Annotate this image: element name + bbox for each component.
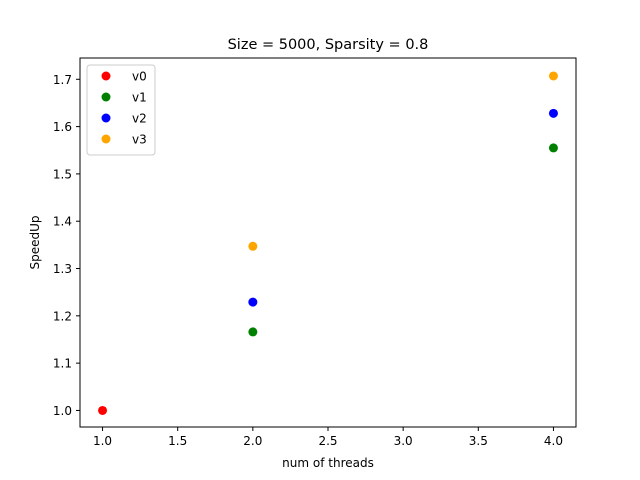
x-tick-label: 1.0: [93, 434, 112, 448]
legend-label-v1: v1: [132, 91, 147, 105]
point-v3: [248, 241, 258, 251]
points-layer: [98, 71, 558, 415]
legend-label-v2: v2: [132, 112, 147, 126]
legend-box: [86, 64, 156, 156]
point-v1: [248, 327, 258, 337]
y-tick-label: 1.1: [53, 357, 72, 371]
legend-label-v0: v0: [132, 70, 147, 84]
chart-title: Size = 5000, Sparsity = 0.8: [228, 37, 429, 53]
legend-marker-v3: [101, 134, 111, 144]
x-tick-label: 2.0: [243, 434, 262, 448]
x-tick-label: 3.5: [469, 434, 488, 448]
y-tick-label: 1.7: [53, 73, 72, 87]
legend-marker-v0: [101, 71, 111, 81]
legend: v0 v1 v2 v3: [86, 64, 156, 156]
x-tick-label: 1.5: [168, 434, 187, 448]
legend-marker-v1: [101, 92, 111, 102]
y-axis-label: SpeedUp: [28, 215, 42, 269]
legend-label-v3: v3: [132, 133, 147, 147]
x-tick-label: 4.0: [544, 434, 563, 448]
point-v2: [548, 108, 558, 118]
point-v2: [248, 297, 258, 307]
y-tick-label: 1.2: [53, 309, 72, 323]
x-tick-label: 2.5: [318, 434, 337, 448]
y-tick-label: 1.3: [53, 262, 72, 276]
y-tick-label: 1.6: [53, 120, 72, 134]
point-v1: [548, 143, 558, 153]
y-tick-label: 1.4: [53, 215, 72, 229]
point-v3: [548, 71, 558, 81]
y-tick-label: 1.0: [53, 404, 72, 418]
x-tick-label: 3.0: [394, 434, 413, 448]
ticks-layer: 1.0 1.5 2.0 2.5 3.0 3.5 4.0 1.0 1.1 1.2 1.3 1.4 1.5 1…: [53, 73, 563, 448]
x-axis-label: num of threads: [282, 456, 374, 470]
point-v0: [98, 405, 108, 415]
y-tick-label: 1.5: [53, 167, 72, 181]
plot-frame: [79, 57, 577, 428]
legend-marker-v2: [101, 113, 111, 123]
